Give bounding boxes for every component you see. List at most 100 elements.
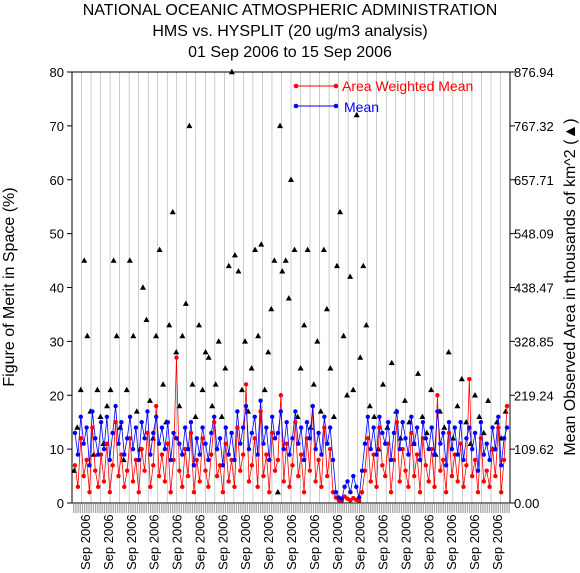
legend-label-mean: Mean (344, 99, 379, 115)
observed-area-marker (268, 305, 275, 312)
series-point (180, 484, 185, 490)
series-point (203, 441, 208, 446)
series-point (156, 441, 162, 446)
series-point (356, 498, 362, 504)
observed-area-marker (199, 386, 206, 393)
series-point (113, 419, 118, 425)
series-point (429, 425, 434, 430)
series-point (87, 463, 92, 468)
x-tick-bar (381, 504, 383, 513)
x-tick-bar (198, 504, 200, 513)
x-tick-bar (469, 504, 471, 513)
x-tick-bar (319, 504, 321, 513)
series-point (374, 452, 379, 457)
observed-area-marker (337, 208, 344, 215)
series-point (249, 430, 255, 436)
series-point (278, 409, 284, 414)
series-point (206, 457, 211, 463)
x-tick-bar (504, 504, 506, 513)
observed-area-marker (123, 386, 130, 393)
x-tick-bar (348, 504, 350, 513)
series-point (397, 446, 402, 452)
series-point (200, 436, 205, 441)
x-tick-bar (502, 504, 504, 513)
series-point (191, 490, 197, 495)
x-tick-bar (471, 504, 473, 513)
observed-area-marker (301, 322, 308, 328)
series-point (104, 441, 110, 446)
x-tick-bar (114, 504, 117, 513)
x-tick-bar (407, 504, 409, 513)
x-axis-ticks: Sep 2006 Sep 2006 Sep 2006 Sep 2006 Sep 2006… (78, 514, 505, 570)
x-tick-label: Sep 2006 (467, 514, 482, 570)
series-point (359, 468, 365, 473)
x-tick-bar (495, 504, 497, 513)
series-point (243, 382, 249, 387)
series-point (188, 430, 194, 436)
series-point (385, 419, 391, 425)
observed-area-marker (252, 246, 259, 252)
y2-tick-label: 876.94 (514, 65, 554, 80)
x-tick-bar (125, 504, 128, 513)
observed-area-marker (176, 402, 183, 409)
x-tick-bar (211, 504, 213, 513)
series-point (496, 414, 501, 419)
x-tick-label: Sep 2006 (124, 514, 139, 570)
x-tick-label: Sep 2006 (261, 514, 276, 570)
x-tick-bar (458, 504, 460, 513)
series-point (449, 446, 455, 452)
x-tick-bar (132, 504, 134, 513)
x-tick-bar (475, 504, 477, 513)
x-tick-bar (238, 504, 240, 513)
x-tick-bar (86, 504, 88, 513)
series-point (261, 441, 266, 446)
x-tick-bar (185, 504, 187, 513)
x-tick-bar (235, 504, 238, 513)
observed-area-marker (379, 381, 386, 387)
x-tick-bar (356, 504, 359, 513)
series-point (188, 419, 194, 425)
series-point (281, 479, 286, 484)
observed-area-marker (350, 386, 357, 393)
series-point (481, 479, 487, 484)
series-point (124, 468, 130, 473)
series-point (168, 457, 173, 463)
x-tick-label: Sep 2006 (78, 514, 93, 570)
observed-area-marker (344, 392, 351, 398)
series-point (130, 479, 136, 484)
x-tick-label: Sep 2006 (330, 514, 345, 570)
x-tick-bar (350, 504, 352, 513)
observed-area-marker (143, 316, 150, 323)
y2-tick-label: 328.85 (514, 334, 554, 349)
observed-area-marker (74, 424, 81, 430)
series-point (470, 446, 475, 452)
x-tick-bar (180, 504, 183, 513)
y2-axis-label: Mean Observed Area in thousands of km^2 … (562, 118, 579, 455)
y-tick-label: 30 (50, 334, 64, 349)
series-point (493, 473, 498, 479)
y-tick-label: 40 (50, 281, 64, 296)
observed-area-marker (235, 268, 242, 274)
x-tick-bar (334, 504, 337, 513)
observed-area-marker (340, 332, 347, 339)
y-tick-label: 0 (57, 496, 64, 511)
y2-tick-label: 767.32 (514, 119, 554, 134)
series-point (165, 419, 170, 425)
observed-area-marker (297, 365, 304, 371)
series-point (148, 452, 153, 457)
series-point (220, 490, 226, 495)
series-point (95, 452, 101, 457)
observed-area-marker (366, 402, 373, 409)
series-point (316, 457, 321, 463)
series-point (182, 425, 188, 430)
x-tick-bar (462, 504, 464, 513)
observed-area-marker (192, 413, 199, 419)
series-point (255, 484, 260, 490)
series-point (206, 484, 211, 490)
x-tick-label: Sep 2006 (353, 514, 368, 570)
x-tick-bar (202, 504, 205, 513)
series-point (87, 490, 92, 495)
x-tick-bar (277, 504, 279, 513)
series-point (272, 436, 278, 441)
